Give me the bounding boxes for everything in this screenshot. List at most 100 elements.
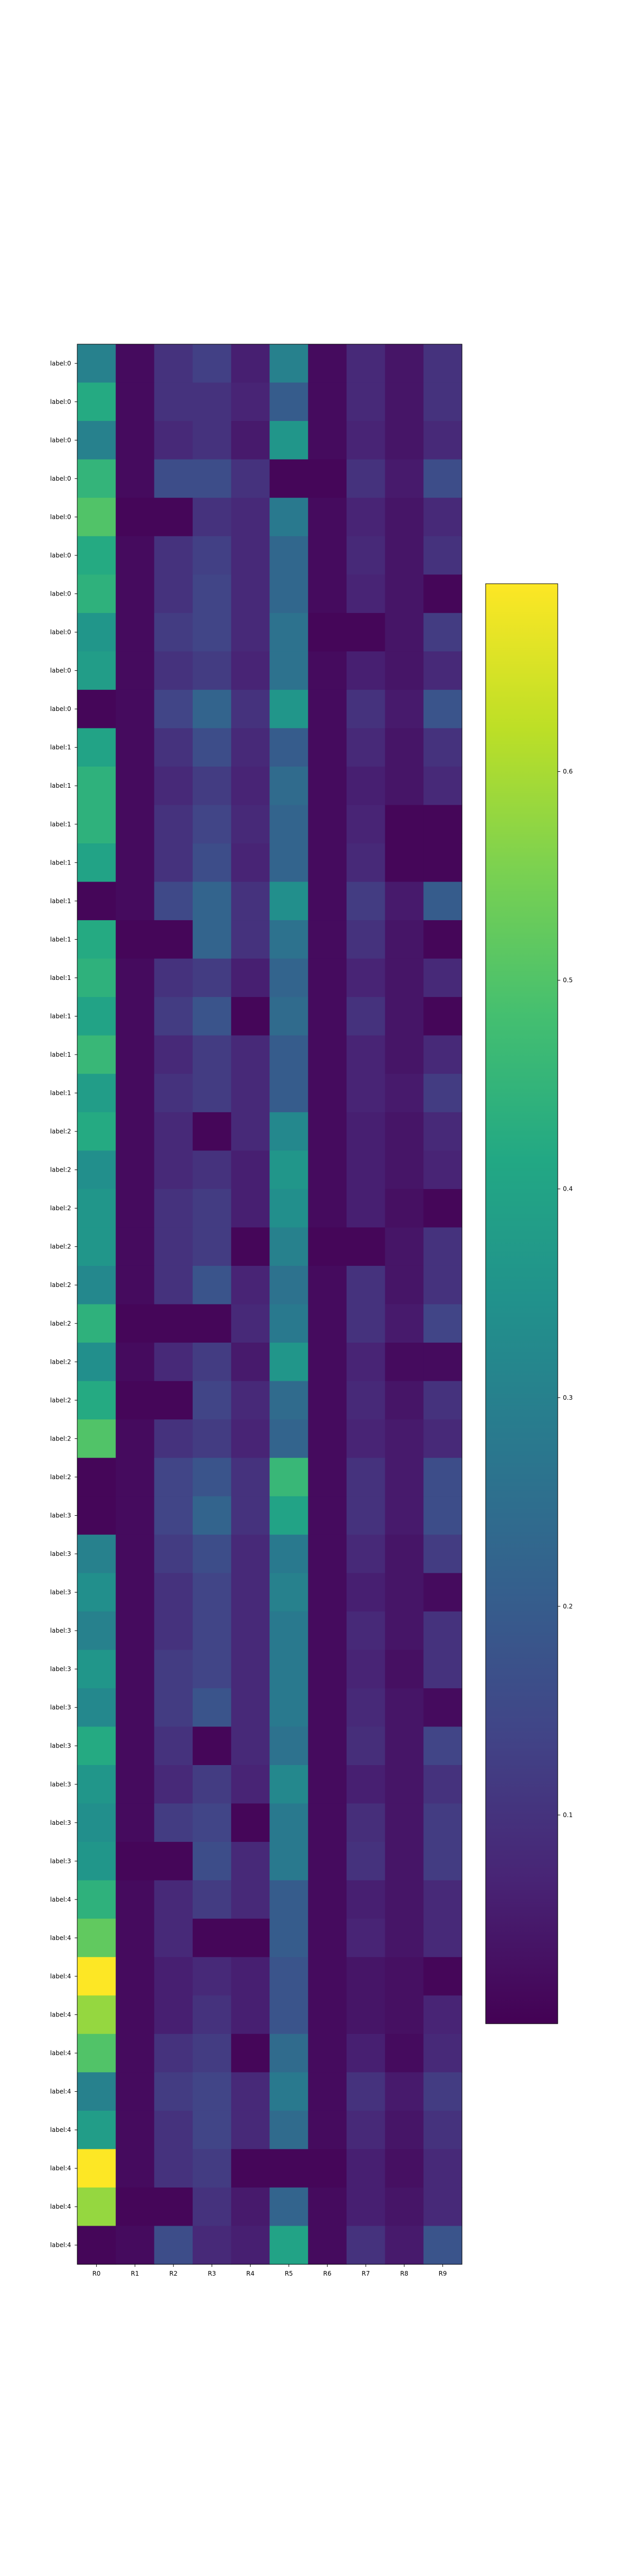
heatmap-cell	[423, 766, 462, 806]
heatmap-cell	[269, 459, 308, 498]
heatmap-cell	[308, 498, 347, 537]
heatmap-cell	[193, 1150, 232, 1190]
heatmap-cell	[154, 1189, 193, 1228]
heatmap-cell	[385, 344, 424, 383]
heatmap-cell	[346, 2226, 386, 2265]
x-tick-label: R4	[246, 2270, 254, 2277]
heatmap-cell	[423, 1957, 462, 1996]
heatmap-cell	[154, 2072, 193, 2111]
heatmap-cell	[308, 1304, 347, 1343]
heatmap-cell	[385, 459, 424, 498]
heatmap-cell	[77, 459, 116, 498]
y-tick-label: label:2	[50, 1281, 71, 1289]
x-tick-label: R7	[362, 2270, 370, 2277]
heatmap-cell	[77, 997, 116, 1036]
heatmap-cell	[346, 766, 386, 806]
heatmap-cell	[77, 1957, 116, 1996]
heatmap-cell	[423, 1150, 462, 1190]
heatmap-cell	[154, 536, 193, 575]
heatmap-cell	[423, 1919, 462, 1958]
heatmap-cell	[346, 574, 386, 614]
heatmap-cell	[423, 421, 462, 460]
heatmap-cell	[77, 1803, 116, 1842]
heatmap-cell	[346, 689, 386, 728]
heatmap-cell	[269, 1534, 308, 1573]
heatmap-cell	[269, 1035, 308, 1074]
heatmap-cell	[77, 1611, 116, 1650]
heatmap-cell	[77, 728, 116, 767]
y-tick-label: label:2	[50, 1320, 71, 1327]
heatmap-cell	[154, 2033, 193, 2073]
heatmap-cell	[269, 1496, 308, 1535]
y-tick-label: label:4	[50, 2088, 71, 2095]
heatmap-cell	[346, 2033, 386, 2073]
heatmap-cell	[423, 805, 462, 844]
heatmap-cell	[423, 1227, 462, 1266]
heatmap-cell	[115, 2149, 154, 2188]
y-tick-label: label:0	[50, 513, 71, 520]
heatmap-cell	[346, 805, 386, 844]
heatmap-cell	[346, 1343, 386, 1382]
heatmap-cell	[269, 1304, 308, 1343]
colorbar-axis: 0.1 0.2 0.3 0.4 0.5 0.6	[558, 768, 573, 1819]
heatmap-cell	[193, 2187, 232, 2227]
heatmap-cell	[231, 1611, 270, 1650]
y-tick-label: label:3	[50, 1819, 71, 1826]
heatmap-cell	[269, 920, 308, 959]
heatmap-cell	[77, 1496, 116, 1535]
heatmap-cell	[231, 1304, 270, 1343]
heatmap-cell	[154, 1227, 193, 1266]
heatmap-cell	[423, 728, 462, 767]
heatmap-cell	[346, 2072, 386, 2111]
y-tick-label: label:0	[50, 590, 71, 598]
y-tick-label: label:3	[50, 1589, 71, 1596]
heatmap-cell	[193, 574, 232, 614]
heatmap-cell	[269, 1381, 308, 1420]
heatmap-cell	[115, 1227, 154, 1266]
heatmap-cell	[231, 2226, 270, 2265]
heatmap-cell	[308, 843, 347, 883]
heatmap-cell	[231, 2033, 270, 2073]
heatmap-cell	[154, 1880, 193, 1919]
heatmap-cell	[423, 1496, 462, 1535]
y-tick-label: label:0	[50, 360, 71, 367]
heatmap-cell	[308, 1343, 347, 1382]
heatmap-cell	[423, 2226, 462, 2265]
heatmap-cell	[193, 766, 232, 806]
heatmap-cell	[308, 805, 347, 844]
y-tick-label: label:2	[50, 1435, 71, 1442]
heatmap-cell	[269, 1765, 308, 1804]
heatmap-cell	[77, 421, 116, 460]
heatmap-cell	[77, 1995, 116, 2035]
y-tick-label: label:4	[50, 2203, 71, 2210]
heatmap-cell	[269, 1343, 308, 1382]
heatmap-cell	[269, 2072, 308, 2111]
heatmap-cell	[115, 2072, 154, 2111]
heatmap-cell	[77, 805, 116, 844]
heatmap-cell	[115, 1995, 154, 2035]
heatmap-cell	[115, 1650, 154, 1689]
heatmap-cell	[308, 2110, 347, 2149]
y-tick-label: label:3	[50, 1512, 71, 1519]
y-tick-label: label:1	[50, 859, 71, 866]
y-tick-label: label:4	[50, 2242, 71, 2249]
heatmap-cell	[385, 1803, 424, 1842]
heatmap-cell	[385, 574, 424, 614]
heatmap-cell	[346, 1458, 386, 1497]
heatmap-cell	[193, 1035, 232, 1074]
heatmap-cell	[269, 498, 308, 537]
heatmap-cell	[77, 1227, 116, 1266]
heatmap-cell	[193, 1343, 232, 1382]
heatmap-cell	[193, 920, 232, 959]
heatmap-cell	[77, 1842, 116, 1881]
heatmap-cell	[308, 382, 347, 421]
heatmap-cell	[269, 728, 308, 767]
heatmap-cell	[154, 728, 193, 767]
y-tick-label: label:1	[50, 821, 71, 828]
heatmap-cell	[193, 1611, 232, 1650]
heatmap-cell	[77, 843, 116, 883]
heatmap-cell	[77, 1919, 116, 1958]
heatmap-cell	[308, 1496, 347, 1535]
heatmap-cell	[115, 1880, 154, 1919]
heatmap-cell	[269, 574, 308, 614]
